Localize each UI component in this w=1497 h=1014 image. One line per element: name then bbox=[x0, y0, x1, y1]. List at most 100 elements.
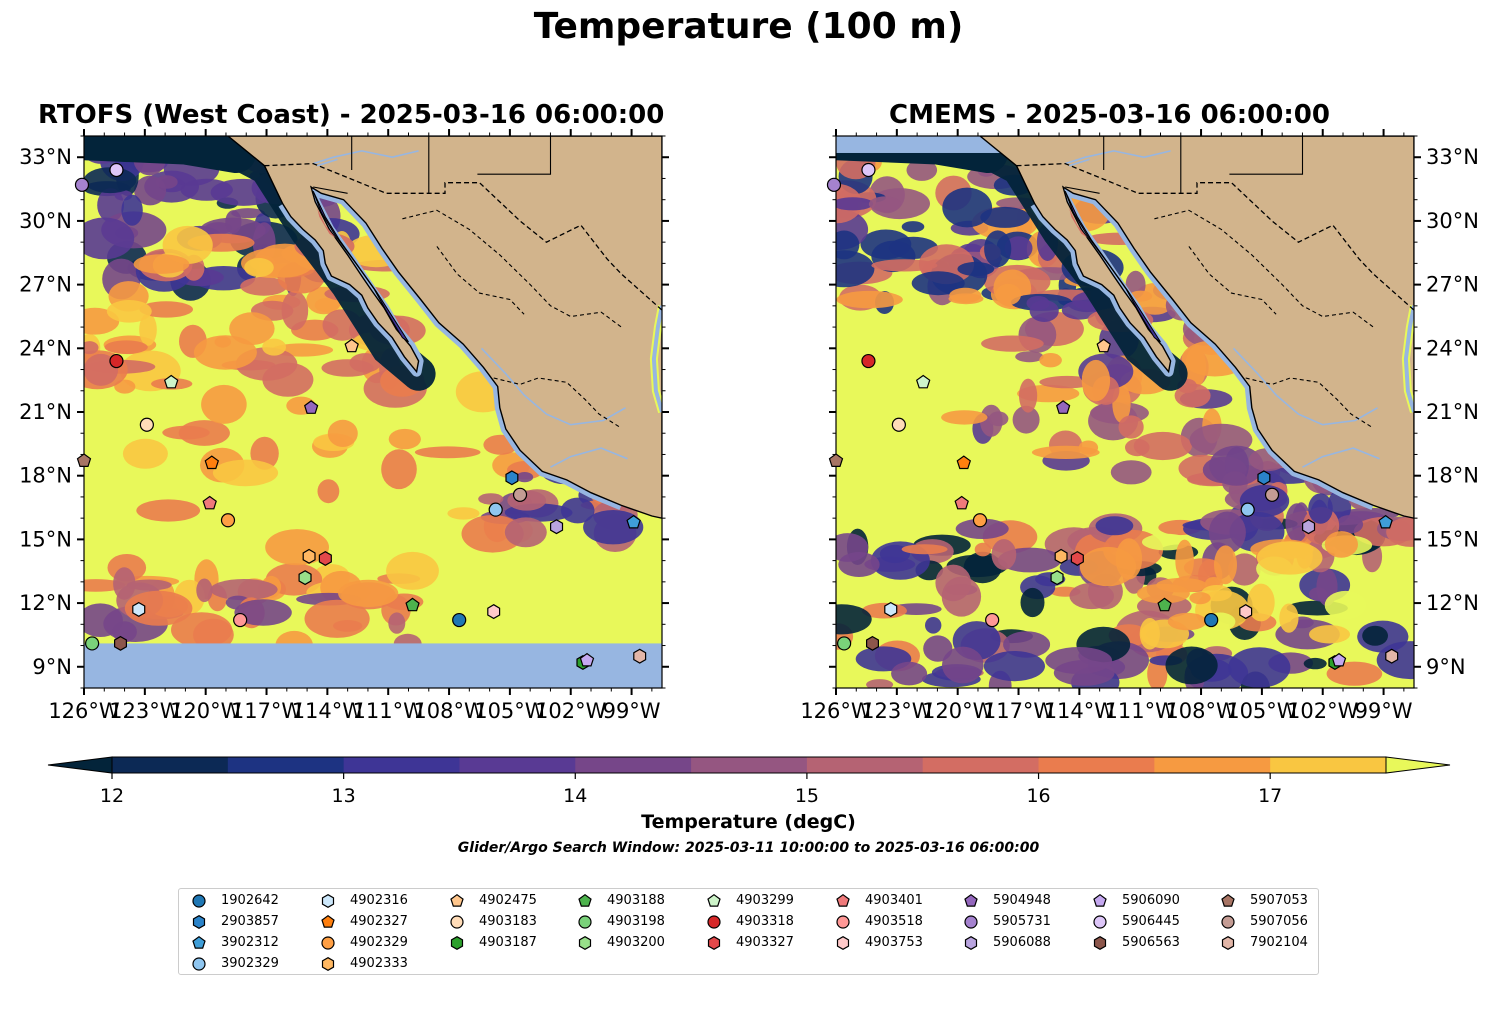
legend-label: 5907056 bbox=[1250, 914, 1308, 929]
legend-marker bbox=[707, 915, 721, 929]
legend-label: 5905731 bbox=[993, 914, 1051, 929]
colorbar-bin bbox=[343, 757, 460, 773]
river bbox=[312, 150, 419, 165]
legend-marker bbox=[192, 894, 206, 908]
x-tick-label: 108°W bbox=[1165, 699, 1237, 723]
legend-marker bbox=[1221, 893, 1235, 907]
legend-marker bbox=[192, 957, 206, 971]
river bbox=[1068, 158, 1090, 167]
map-panel-2: 126°W123°W120°W117°W114°W111°W108°W105°W… bbox=[800, 129, 1479, 723]
panel-title-cmems: CMEMS - 2025-03-16 06:00:00 bbox=[889, 100, 1330, 130]
legend-label: 4903183 bbox=[479, 914, 537, 929]
circle-marker-icon bbox=[707, 915, 721, 929]
float-marker-4903518 bbox=[985, 612, 1000, 628]
legend-label: 3902312 bbox=[221, 935, 279, 950]
y-tick-label: 15°N bbox=[1426, 527, 1479, 551]
state-border bbox=[493, 377, 620, 428]
y-tick-label: 12°N bbox=[19, 591, 72, 615]
float-marker-5904948 bbox=[303, 400, 319, 414]
legend-marker bbox=[964, 936, 978, 950]
float-marker-4903753 bbox=[1239, 604, 1253, 620]
float-marker-5906090 bbox=[1331, 652, 1347, 667]
colorbar-tick-label: 14 bbox=[563, 785, 587, 807]
float-marker-4902475 bbox=[1096, 338, 1111, 353]
legend: 1902642 2903857 3902312 3902329 4902316 49023… bbox=[178, 888, 1319, 975]
float-marker-4903200 bbox=[1050, 570, 1064, 586]
hexagon-marker-icon bbox=[321, 957, 335, 971]
legend-marker bbox=[321, 957, 335, 971]
colorbar-bin bbox=[691, 757, 808, 773]
state-border bbox=[313, 186, 348, 194]
legend-marker bbox=[321, 936, 335, 950]
circle-marker-icon bbox=[192, 957, 206, 971]
float-marker-4903318 bbox=[861, 353, 876, 369]
legend-label: 5907053 bbox=[1250, 893, 1308, 908]
x-tick-label: 117°W bbox=[983, 699, 1055, 723]
y-tick-label: 30°N bbox=[1426, 209, 1479, 233]
y-tick-label: 9°N bbox=[1426, 655, 1466, 679]
gulf-of-california bbox=[312, 190, 409, 343]
float-marker-1902642 bbox=[1204, 612, 1219, 628]
legend-marker bbox=[192, 915, 206, 929]
x-tick-label: 99°W bbox=[1355, 699, 1413, 723]
float-marker-4903198 bbox=[85, 636, 100, 651]
float-marker-4903299 bbox=[915, 374, 931, 389]
circle-marker-icon bbox=[578, 915, 592, 929]
map-panel-1: 126°W123°W120°W117°W114°W111°W108°W105°W… bbox=[19, 129, 669, 723]
colorbar-tick-label: 15 bbox=[795, 785, 819, 807]
x-tick-label: 105°W bbox=[474, 699, 546, 723]
colorbar-extend-high bbox=[1385, 756, 1451, 774]
y-tick-label: 33°N bbox=[1426, 145, 1479, 169]
legend-marker bbox=[450, 936, 464, 950]
legend-label: 5906088 bbox=[993, 935, 1051, 950]
circle-marker-icon bbox=[192, 894, 206, 908]
float-marker-4903401 bbox=[202, 495, 217, 510]
circle-marker-icon bbox=[1093, 915, 1107, 929]
state-border bbox=[477, 136, 552, 175]
colorbar-bin bbox=[575, 757, 692, 773]
float-marker-3902312 bbox=[1378, 514, 1393, 529]
hexagon-marker-icon bbox=[707, 936, 721, 950]
x-tick-label: 114°W bbox=[1044, 699, 1116, 723]
circle-marker-icon bbox=[1221, 915, 1235, 929]
x-tick-label: 111°W bbox=[353, 699, 425, 723]
float-marker-4902327 bbox=[956, 455, 972, 470]
x-tick-label: 102°W bbox=[1287, 699, 1359, 723]
y-tick-label: 24°N bbox=[1426, 336, 1479, 360]
legend-label: 4902327 bbox=[350, 914, 408, 929]
pentagon-marker-icon bbox=[836, 893, 850, 907]
float-marker-4902316 bbox=[132, 601, 146, 617]
legend-marker bbox=[1221, 915, 1235, 929]
x-tick-label: 126°W bbox=[48, 699, 120, 723]
legend-label: 4902333 bbox=[350, 956, 408, 971]
float-marker-4903299 bbox=[163, 374, 179, 389]
y-tick-label: 15°N bbox=[19, 527, 72, 551]
pentagon-marker-icon bbox=[1221, 893, 1235, 907]
float-marker-5906563 bbox=[113, 635, 128, 651]
legend-label: 4903198 bbox=[607, 914, 665, 929]
legend-marker bbox=[1093, 915, 1107, 929]
legend-label: 4903318 bbox=[736, 914, 794, 929]
y-tick-label: 27°N bbox=[1426, 273, 1479, 297]
legend-label: 5906090 bbox=[1122, 893, 1180, 908]
float-marker-4903401 bbox=[954, 495, 969, 510]
legend-marker bbox=[578, 936, 592, 950]
legend-label: 4903187 bbox=[479, 935, 537, 950]
pentagon-marker-icon bbox=[578, 893, 592, 907]
float-marker-7902104 bbox=[1385, 648, 1399, 664]
legend-label: 1902642 bbox=[221, 893, 279, 908]
legend-marker bbox=[450, 893, 464, 907]
float-marker-4902333 bbox=[302, 548, 316, 564]
x-tick-label: 111°W bbox=[1105, 699, 1177, 723]
legend-marker bbox=[836, 893, 850, 907]
legend-marker bbox=[836, 915, 850, 929]
legend-marker bbox=[964, 915, 978, 929]
state-border bbox=[436, 246, 525, 315]
legend-label: 4903753 bbox=[865, 935, 923, 950]
colorbar-bin bbox=[806, 757, 924, 773]
legend-label: 5906445 bbox=[1122, 914, 1180, 929]
river bbox=[316, 158, 338, 167]
legend-marker bbox=[321, 914, 335, 928]
legend-marker bbox=[578, 893, 592, 907]
colorbar-bin bbox=[112, 757, 229, 773]
